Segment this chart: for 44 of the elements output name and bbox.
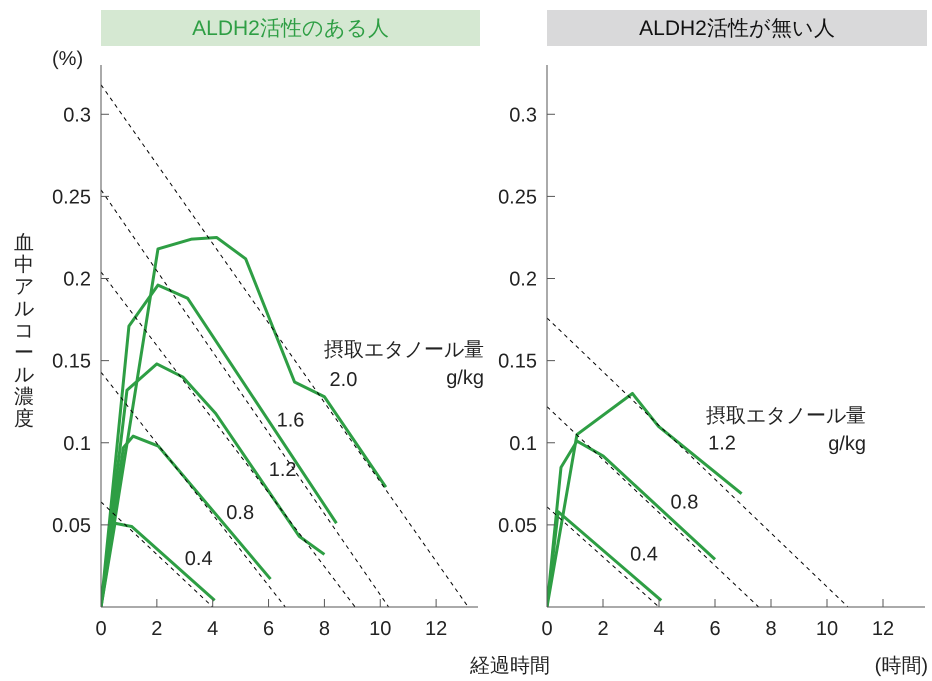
x-tick-label: 12	[424, 618, 448, 640]
series-label: 0.4	[630, 544, 658, 566]
x-tick-label: 6	[709, 618, 721, 640]
y-tick-label: 0.2	[63, 268, 91, 291]
annotation: g/kg	[828, 433, 866, 455]
text: (%)	[52, 48, 84, 71]
series-label: 0.8	[226, 502, 254, 524]
x-tick-label: 12	[872, 618, 894, 640]
y-tick-label: 0.05	[52, 514, 91, 537]
annotation: g/kg	[446, 367, 484, 389]
y-tick-label: 0.15	[498, 350, 537, 373]
x-axis-title: 経過時間	[470, 655, 550, 677]
y-tick-label: 0.2	[509, 268, 537, 291]
annotation: 摂取エタノール量	[706, 405, 866, 427]
x-tick-label: 0	[95, 618, 107, 640]
chart-title: ALDH2活性のある人	[101, 10, 480, 46]
text: (時間)	[874, 654, 928, 679]
series-label: 2.0	[330, 369, 358, 392]
y-tick-label: 0.25	[498, 186, 537, 208]
series-label: 0.8	[670, 491, 698, 514]
chart-title: ALDH2活性が無い人	[547, 10, 927, 46]
y-tick-label: 0.15	[52, 350, 91, 373]
series-label: 1.6	[276, 410, 304, 432]
x-tick-label: 2	[151, 618, 162, 640]
x-tick-label: 8	[318, 618, 330, 640]
annotation: 摂取エタノール量	[324, 339, 484, 361]
y-tick-label: 0.1	[509, 432, 537, 455]
x-tick-label: 10	[816, 618, 838, 640]
series-label: 0.4	[184, 548, 213, 570]
y-tick-label: 0.05	[498, 514, 537, 537]
x-tick-label: 0	[541, 618, 553, 640]
y-tick-label: 0.3	[509, 104, 537, 126]
y-tick-label: 0.3	[63, 104, 91, 126]
series-label: 1.2	[708, 432, 736, 455]
x-tick-label: 10	[369, 618, 392, 640]
text: 血中アルコール濃度	[14, 232, 34, 430]
x-tick-label: 8	[765, 618, 777, 640]
x-tick-label: 4	[653, 618, 665, 640]
y-tick-label: 0.25	[52, 186, 91, 208]
x-tick-label: 4	[207, 618, 218, 640]
x-tick-label: 6	[262, 618, 274, 640]
y-tick-label: 0.1	[63, 432, 91, 455]
x-tick-label: 2	[597, 618, 609, 640]
series-label: 1.2	[268, 459, 297, 482]
